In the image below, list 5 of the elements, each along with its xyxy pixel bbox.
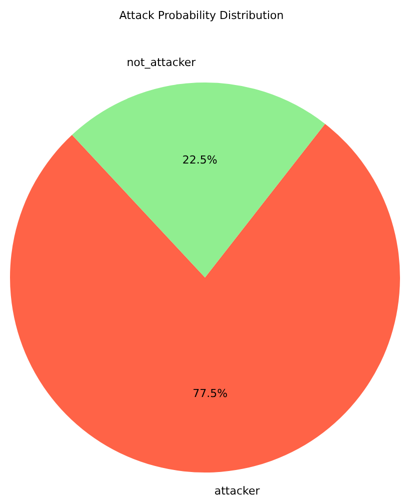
slice-label: not_attacker xyxy=(126,56,196,70)
slice-label: attacker xyxy=(214,484,260,498)
chart-title: Attack Probability Distribution xyxy=(119,8,284,22)
data-label: 77.5% xyxy=(192,387,228,400)
data-label: 22.5% xyxy=(182,153,218,166)
